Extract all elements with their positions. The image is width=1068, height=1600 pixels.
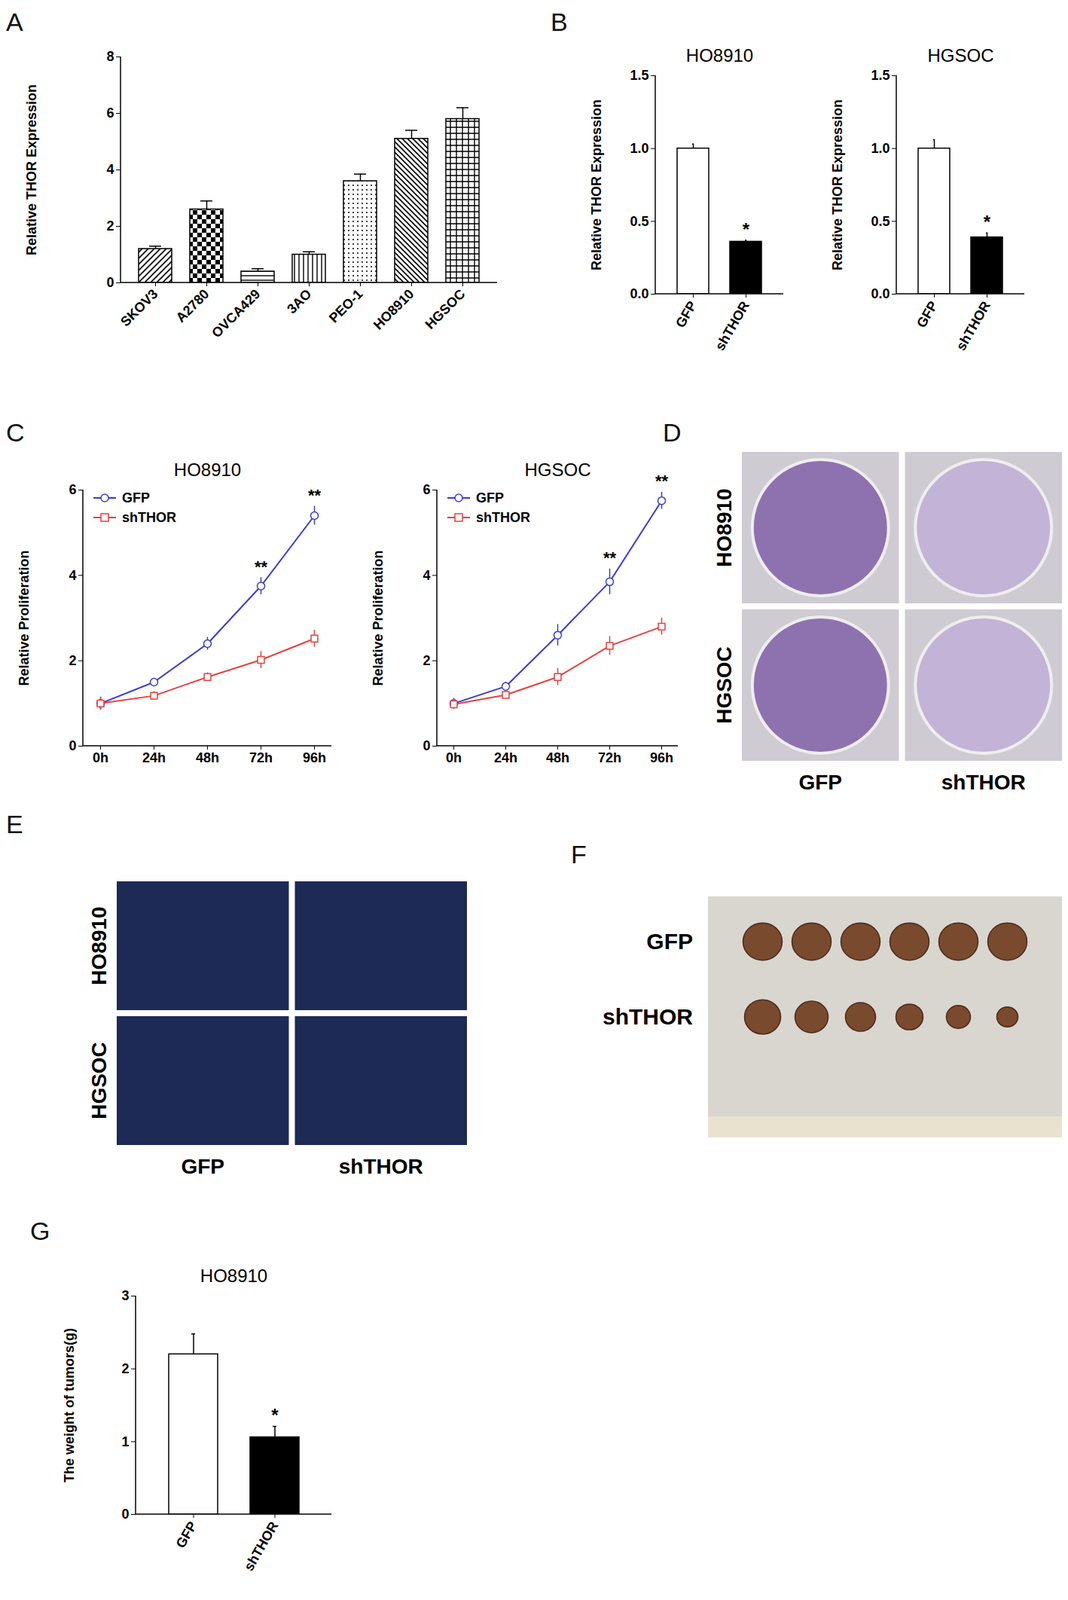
html-text:D: D [662, 418, 682, 447]
svg-text:0.5: 0.5 [629, 213, 649, 229]
svg-text:4: 4 [106, 161, 114, 177]
svg-text:HO8910: HO8910 [200, 1265, 268, 1286]
svg-text:**: ** [603, 548, 617, 568]
svg-text:Relative THOR Expression: Relative THOR Expression [24, 84, 40, 256]
svg-text:72h: 72h [249, 750, 273, 766]
svg-text:OVCA429: OVCA429 [208, 286, 263, 341]
svg-text:A2780: A2780 [173, 286, 213, 326]
html-text:E: E [6, 809, 24, 839]
svg-text:GFP: GFP [798, 770, 843, 794]
html-text:GFP: GFP [122, 490, 150, 506]
svg-text:HO8910: HO8910 [686, 45, 754, 66]
svg-text:6: 6 [422, 482, 431, 498]
svg-text:HO8910: HO8910 [87, 906, 111, 985]
html-text:shTHOR: shTHOR [122, 509, 177, 525]
svg-text:GFP: GFP [913, 298, 941, 330]
svg-text:**: ** [655, 471, 669, 491]
svg-text:HGSOC: HGSOC [87, 1041, 111, 1120]
svg-text:0: 0 [121, 1506, 129, 1522]
svg-text:HO8910: HO8910 [173, 459, 242, 480]
svg-text:0: 0 [68, 738, 77, 754]
svg-text:GFP: GFP [180, 1154, 225, 1178]
svg-text:0: 0 [422, 738, 431, 754]
html-text:shTHOR: shTHOR [476, 509, 531, 525]
svg-text:HO8910: HO8910 [370, 286, 418, 333]
svg-text:0.0: 0.0 [629, 286, 649, 302]
html-text:A: A [6, 7, 24, 37]
svg-text:1.0: 1.0 [870, 140, 890, 156]
svg-text:4: 4 [422, 567, 431, 583]
svg-text:48h: 48h [546, 750, 570, 766]
svg-text:0.5: 0.5 [870, 213, 890, 229]
svg-text:Relative Proliferation: Relative Proliferation [16, 549, 32, 686]
svg-text:GFP: GFP [672, 298, 700, 330]
svg-text:3AO: 3AO [283, 286, 315, 317]
svg-text:0: 0 [106, 274, 114, 290]
svg-text:2: 2 [121, 1360, 129, 1377]
svg-text:6: 6 [68, 482, 77, 498]
svg-text:shTHOR: shTHOR [338, 1154, 424, 1178]
svg-text:Relative THOR Expression: Relative THOR Expression [588, 99, 605, 271]
html-text:GFP: GFP [476, 490, 504, 506]
html-text:F: F [570, 839, 587, 869]
svg-text:HGSOC: HGSOC [422, 286, 469, 333]
svg-text:4: 4 [68, 567, 77, 583]
svg-text:HGSOC: HGSOC [712, 646, 736, 724]
svg-text:*: * [742, 219, 751, 240]
svg-text:shTHOR: shTHOR [953, 298, 994, 353]
svg-text:1: 1 [121, 1434, 129, 1450]
html-text:G: G [30, 1216, 51, 1245]
svg-text:The weight of tumors(g): The weight of tumors(g) [61, 1327, 77, 1483]
svg-text:1.0: 1.0 [629, 140, 649, 156]
svg-text:1.5: 1.5 [870, 67, 890, 83]
html-text:B: B [550, 7, 568, 37]
svg-text:GFP: GFP [646, 928, 693, 954]
svg-text:0h: 0h [92, 750, 109, 766]
svg-text:2: 2 [422, 653, 431, 669]
svg-text:1.5: 1.5 [629, 67, 649, 83]
svg-text:96h: 96h [649, 750, 674, 766]
svg-text:24h: 24h [142, 750, 166, 766]
svg-text:SKOV3: SKOV3 [117, 286, 161, 330]
svg-text:**: ** [308, 485, 322, 505]
svg-text:0.0: 0.0 [870, 286, 890, 302]
svg-text:Relative THOR Expression: Relative THOR Expression [829, 99, 846, 271]
svg-text:GFP: GFP [173, 1518, 201, 1551]
svg-text:PEO-1: PEO-1 [326, 286, 366, 326]
svg-text:2: 2 [68, 653, 77, 669]
svg-text:shTHOR: shTHOR [941, 770, 1026, 794]
svg-text:HGSOC: HGSOC [927, 45, 994, 66]
svg-text:*: * [271, 1404, 279, 1426]
svg-text:HGSOC: HGSOC [524, 459, 591, 480]
svg-text:HO8910: HO8910 [712, 488, 736, 567]
svg-text:Relative Proliferation: Relative Proliferation [370, 549, 386, 686]
svg-text:8: 8 [106, 48, 114, 65]
svg-text:shTHOR: shTHOR [602, 1003, 693, 1029]
svg-text:6: 6 [106, 105, 114, 121]
svg-text:3: 3 [121, 1287, 129, 1303]
svg-text:48h: 48h [195, 750, 220, 766]
svg-text:24h: 24h [494, 750, 518, 766]
svg-text:0h: 0h [445, 750, 462, 766]
html-text:C: C [6, 418, 25, 447]
svg-text:*: * [983, 211, 992, 232]
svg-text:2: 2 [106, 218, 114, 234]
svg-text:96h: 96h [302, 750, 327, 766]
svg-text:72h: 72h [598, 750, 622, 766]
svg-text:**: ** [254, 557, 269, 577]
svg-text:shTHOR: shTHOR [712, 298, 753, 353]
svg-text:shTHOR: shTHOR [241, 1518, 281, 1573]
